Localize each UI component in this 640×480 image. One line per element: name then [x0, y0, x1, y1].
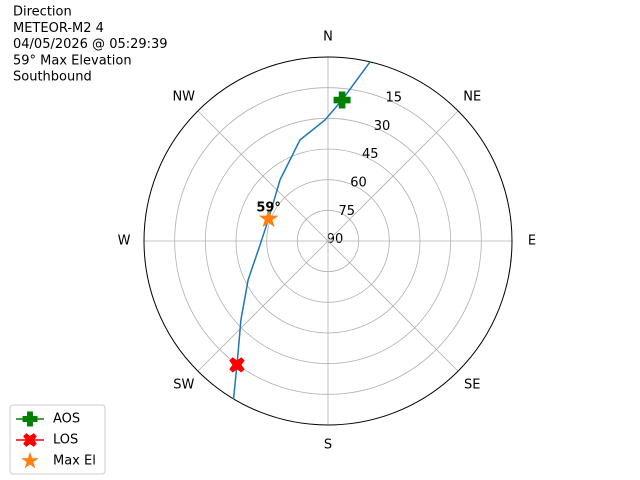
marker [229, 357, 245, 373]
value-label: 59° [256, 200, 281, 215]
theta-tick-label: W [118, 234, 131, 249]
title-line: 04/05/2026 @ 05:29:39 [13, 37, 168, 52]
r-tick-label: 75 [339, 204, 356, 219]
r-tick-label: 60 [350, 175, 367, 190]
title-line: METEOR-M2 4 [13, 21, 104, 36]
theta-tick-label: NW [172, 89, 195, 104]
title-line: 59° Max Elevation [13, 53, 132, 68]
legend-marker [23, 433, 37, 447]
theta-tick-label: SE [464, 378, 480, 393]
r-tick-label: 15 [385, 90, 402, 105]
r-tick-label: 90 [327, 232, 344, 247]
legend-marker [22, 411, 38, 427]
legend-label: LOS [53, 433, 78, 448]
marker [258, 208, 279, 228]
grid-spoke [197, 240, 329, 372]
marker [333, 91, 351, 109]
r-tick-label: 45 [362, 147, 379, 162]
r-tick-label: 30 [374, 119, 391, 134]
grid-spoke [327, 240, 459, 372]
theta-tick-label: SW [173, 378, 194, 393]
grid-spoke [197, 110, 329, 242]
grid-spoke [327, 110, 459, 242]
theta-tick-label: E [528, 234, 536, 249]
legend-label: AOS [53, 412, 80, 427]
theta-tick-label: S [324, 438, 332, 453]
legend-box [9, 404, 106, 475]
legend-marker [21, 451, 39, 469]
title-line: Direction [13, 5, 72, 20]
legend-label: Max El [53, 454, 96, 469]
track-line [232, 61, 371, 399]
polar-frame [143, 56, 513, 426]
title-line: Southbound [13, 70, 92, 85]
theta-tick-label: N [323, 30, 333, 45]
theta-tick-label: NE [463, 89, 481, 104]
